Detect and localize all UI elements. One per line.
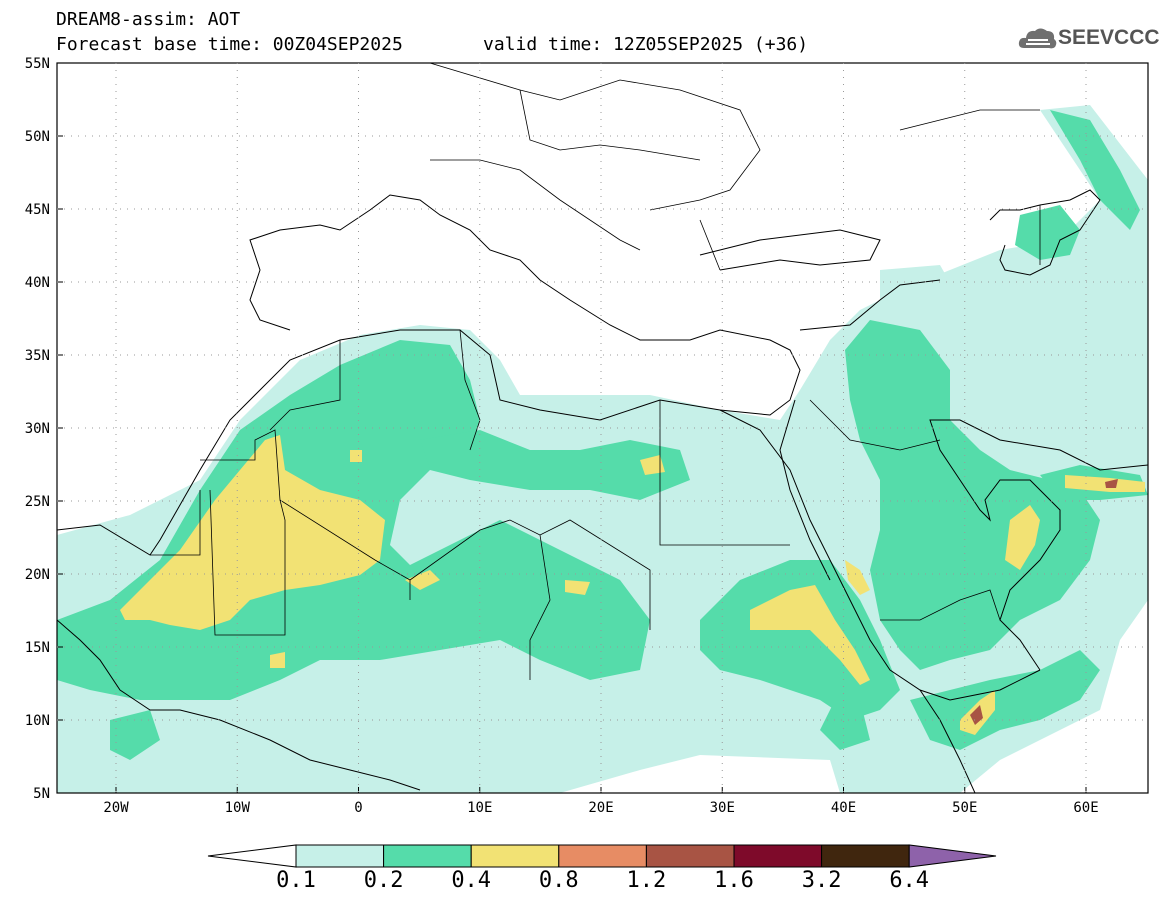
lat-label: 25N: [25, 494, 50, 510]
logo-text: SEEVCCC: [1058, 26, 1160, 49]
colorbar-label: 1.2: [626, 868, 667, 893]
lon-label: 30E: [710, 800, 735, 816]
lon-label: 40E: [831, 800, 856, 816]
borders: [150, 63, 1041, 680]
lon-label: 20W: [103, 800, 129, 816]
lat-label: 40N: [25, 275, 50, 291]
aot-band-high: [970, 479, 1118, 725]
colorbar-segment: [383, 844, 472, 868]
lon-label: 10E: [467, 800, 492, 816]
colorbar-label: 0.1: [276, 868, 316, 893]
colorbar-high-arrow: [908, 844, 997, 868]
lat-label: 55N: [25, 56, 50, 72]
colorbar-segment: [645, 844, 735, 868]
lat-label: 10N: [25, 713, 50, 729]
lat-labels: 55N 50N 45N 40N 35N 30N 25N 20N 15N 10N 5N: [25, 56, 50, 802]
lon-labels: 20W 10W 0 10E 20E 30E 40E 50E 60E: [103, 800, 1098, 816]
lat-label: 15N: [25, 640, 50, 656]
forecast-base-time: Forecast base time: 00Z04SEP2025: [56, 34, 403, 55]
colorbar-label: 0.8: [538, 868, 579, 893]
colorbar-label: 1.6: [714, 868, 754, 893]
colorbar-segment: [733, 844, 823, 868]
lat-label: 45N: [25, 202, 50, 218]
colorbar-low-arrow: [207, 844, 297, 868]
coastlines: [57, 189, 1148, 793]
lat-label: 35N: [25, 348, 50, 364]
lon-label: 0: [354, 800, 362, 816]
lat-label: 30N: [25, 421, 50, 437]
aot-field: [57, 105, 1148, 793]
colorbar-label: 0.2: [363, 868, 404, 893]
colorbar: [207, 844, 997, 868]
colorbar-label: 6.4: [889, 868, 930, 893]
colorbar-label: 0.4: [451, 868, 492, 893]
lon-label: 50E: [952, 800, 977, 816]
colorbar-segment: [558, 844, 647, 868]
lon-label: 10W: [225, 800, 251, 816]
valid-time: valid time: 12Z05SEP2025 (+36): [483, 34, 809, 55]
lon-label: 60E: [1073, 800, 1098, 816]
colorbar-label: 3.2: [801, 868, 842, 893]
colorbar-segment: [295, 844, 385, 868]
lat-label: 5N: [33, 786, 50, 802]
cloud-logo-icon: [1018, 28, 1057, 49]
lat-label: 20N: [25, 567, 50, 583]
gridlines: [57, 62, 1148, 794]
lon-label: 20E: [588, 800, 613, 816]
colorbar-segment: [470, 844, 560, 868]
lat-label: 50N: [25, 129, 50, 145]
map-title: DREAM8-assim: AOT: [56, 9, 241, 30]
colorbar-segment: [821, 844, 910, 868]
